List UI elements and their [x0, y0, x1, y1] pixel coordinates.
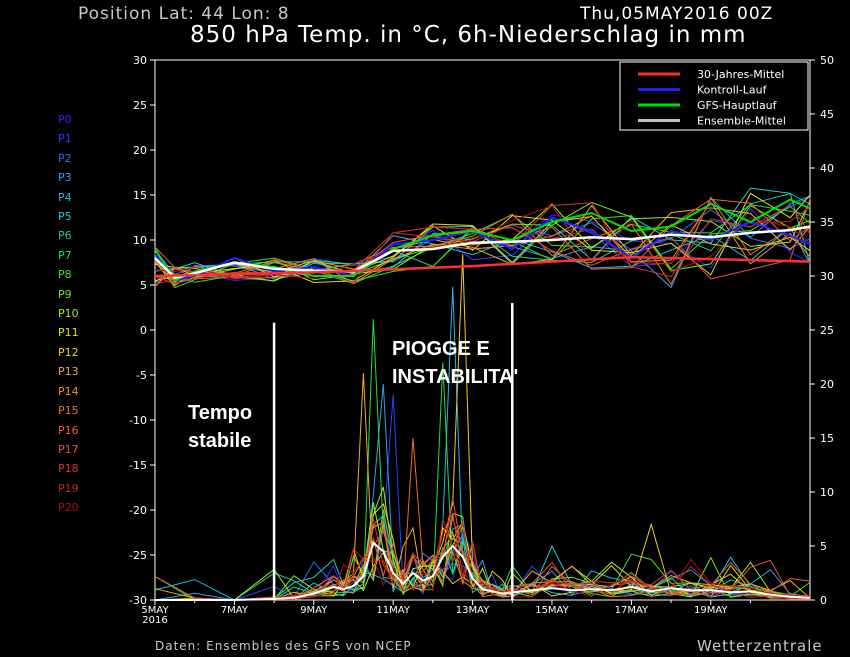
temp-member-line	[154, 202, 811, 285]
climate-mean-line	[154, 255, 811, 278]
brand-label: Wetterzentrale	[697, 637, 823, 655]
precip-member-line	[154, 373, 811, 601]
temperature-series	[154, 187, 811, 289]
y-right-tick-label: 40	[820, 162, 834, 175]
temp-member-line	[154, 215, 811, 284]
x-tick-label: 2016	[142, 615, 167, 626]
rain-annotation-line2: INSTABILITA'	[392, 366, 519, 388]
chart-title: 850 hPa Temp. in °C, 6h-Niederschlag in …	[190, 22, 747, 48]
y-left-tick-label: -5	[136, 369, 147, 382]
legend-label: Kontroll-Lauf	[697, 84, 768, 97]
precip-member-line	[155, 517, 811, 601]
x-tick-label: 19MAY	[694, 605, 728, 616]
precip-member-line	[155, 511, 810, 601]
y-right-tick-label: 30	[820, 270, 834, 283]
member-label: P4	[58, 190, 72, 204]
x-tick-label: 13MAY	[456, 605, 490, 616]
precip-member-line	[154, 286, 810, 601]
y-right-tick-label: 0	[820, 594, 827, 607]
legend-label: GFS-Hauptlauf	[697, 99, 778, 112]
member-label: P18	[58, 462, 79, 476]
precip-member-line	[155, 254, 811, 601]
member-label: P20	[58, 501, 79, 515]
run-date-label: Thu,05MAY2016 00Z	[580, 4, 774, 24]
precipitation-series	[154, 254, 811, 601]
precip-member-line	[155, 520, 811, 601]
member-label: P6	[58, 229, 72, 243]
precip-member-line	[155, 437, 811, 601]
member-label: P19	[58, 481, 79, 495]
member-label: P14	[58, 384, 79, 398]
y-right-tick-label: 50	[820, 54, 834, 67]
y-left-tick-label: 0	[140, 324, 147, 337]
rain-annotation-line1: PIOGGE E	[392, 338, 490, 360]
y-left-tick-label: -25	[129, 549, 147, 562]
y-left-tick-label: 5	[140, 279, 147, 292]
y-right-tick-label: 15	[820, 432, 834, 445]
y-left-tick-label: 25	[133, 99, 147, 112]
stable-annotation-line2: stabile	[188, 430, 252, 452]
temp-member-line	[154, 201, 811, 285]
member-list: P0 P1 P2 P3 P4 P5 P6 P7 P8 P9 P10 P11 P12 P13 P14 P15 P1…	[58, 110, 79, 518]
rain-instability-annotation: PIOGGE E INSTABILITA'	[392, 335, 518, 391]
y-left-tick-label: -10	[129, 414, 147, 427]
temp-member-line	[154, 196, 811, 286]
legend-label: Ensemble-Mittel	[697, 115, 786, 128]
phase-markers	[272, 303, 514, 600]
member-label: P12	[58, 345, 79, 359]
y-left-tick-label: 15	[133, 189, 147, 202]
x-tick-label: 7MAY	[221, 605, 249, 616]
member-label: P8	[58, 268, 72, 282]
legend-label: 30-Jahres-Mittel	[697, 68, 784, 81]
temp-member-line	[154, 204, 811, 285]
member-label: P5	[58, 210, 72, 224]
member-label: P13	[58, 365, 79, 379]
member-label: P17	[58, 442, 79, 456]
member-label: P2	[58, 151, 72, 165]
member-label: P11	[58, 326, 79, 340]
x-tick-label: 15MAY	[535, 605, 569, 616]
member-label: P16	[58, 423, 79, 437]
member-label: P15	[58, 404, 79, 418]
temp-member-line	[154, 196, 811, 284]
stable-annotation-line1: Tempo	[188, 402, 253, 424]
chart-axes: -30 -25 -20 -15 -10 -5 0 5 10 15 20 25 30 0 5 10 15 20 25 3…	[129, 54, 834, 626]
y-right-tick-label: 5	[820, 540, 827, 553]
data-source-note: Daten: Ensembles des GFS von NCEP	[155, 639, 412, 653]
y-right-tick-label: 10	[820, 486, 834, 499]
y-right-tick-label: 20	[820, 378, 834, 391]
member-label: P7	[58, 248, 72, 262]
plot-frame	[154, 59, 811, 601]
x-tick-label: 17MAY	[615, 605, 649, 616]
y-left-tick-label: -15	[129, 459, 147, 472]
x-tick-label: 5MAY	[141, 605, 169, 616]
stable-weather-annotation: Tempo stabile	[188, 399, 252, 455]
position-label: Position Lat: 44 Lon: 8	[78, 4, 290, 24]
temp-member-line	[154, 204, 811, 287]
member-label: P10	[58, 307, 79, 321]
x-tick-label: 11MAY	[376, 605, 410, 616]
y-left-tick-label: 30	[133, 54, 147, 67]
y-left-tick-label: -30	[129, 594, 147, 607]
y-right-tick-label: 25	[820, 324, 834, 337]
temp-member-line	[154, 205, 811, 280]
x-tick-label: 9MAY	[300, 605, 328, 616]
chart-legend: 30-Jahres-Mittel Kontroll-Lauf GFS-Hauptla…	[619, 61, 809, 131]
y-left-tick-label: 10	[133, 234, 147, 247]
y-right-tick-label: 45	[820, 108, 834, 121]
ensemble-mean-line	[154, 225, 811, 280]
precip-ensemble-mean-line	[155, 541, 811, 601]
member-label: P3	[58, 171, 72, 185]
member-label: P0	[58, 113, 72, 126]
member-label: P9	[58, 287, 72, 301]
y-right-tick-label: 35	[820, 216, 834, 229]
member-label: P1	[58, 132, 72, 146]
y-left-tick-label: -20	[129, 504, 147, 517]
y-left-tick-label: 20	[133, 144, 147, 157]
